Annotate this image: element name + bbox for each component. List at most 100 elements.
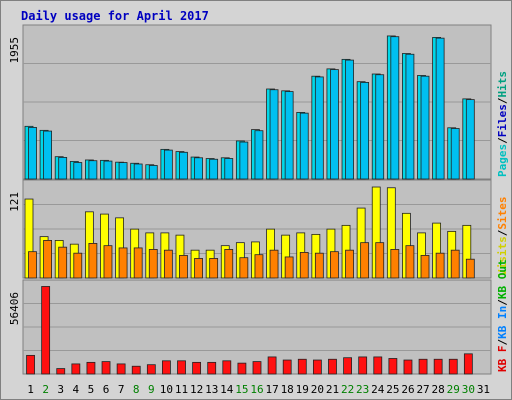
panel-top-bar xyxy=(133,163,143,180)
x-tick-label: 12 xyxy=(190,383,203,396)
x-tick-label: 31 xyxy=(477,383,490,396)
legend-entry: KB Out xyxy=(496,259,509,299)
panel-mid-bar xyxy=(314,252,324,279)
legend-entry: KB In xyxy=(496,306,509,339)
panel-bottom-bar xyxy=(328,358,337,375)
panel-mid-bar xyxy=(345,249,354,279)
panel-bottom-bar xyxy=(267,356,277,375)
panel-top-bar xyxy=(43,130,52,180)
legend-entry: / xyxy=(496,229,509,236)
x-tick-label: 14 xyxy=(220,383,234,396)
panel-top-legend: Pages/Files/Hits xyxy=(496,71,509,177)
panel-mid-bar xyxy=(254,254,264,279)
panel-top-bar xyxy=(284,91,294,180)
panel-bottom-bar xyxy=(26,354,35,375)
x-tick-label: 1 xyxy=(27,383,34,396)
panel-bottom-bar xyxy=(192,361,202,375)
panel-mid-bar xyxy=(360,242,370,279)
x-tick-label: 2 xyxy=(42,383,49,396)
panel-top-bar xyxy=(118,162,128,180)
panel-bottom-bar xyxy=(86,361,96,375)
x-tick-label: 30 xyxy=(462,383,475,396)
panel-bottom-bar xyxy=(41,286,51,375)
legend-entry: Sites xyxy=(496,197,509,230)
x-tick-label: 6 xyxy=(103,383,110,396)
panel-mid-bar xyxy=(390,249,400,279)
panel-top-bar xyxy=(299,112,309,180)
x-tick-label: 20 xyxy=(311,383,324,396)
panel-top-bar xyxy=(465,99,475,180)
panel-top-bar xyxy=(314,76,324,180)
panel-bottom-bar xyxy=(252,361,262,375)
panel-mid-bar xyxy=(118,247,128,279)
panel-top-bar xyxy=(435,37,445,180)
legend-entry: / xyxy=(496,137,509,144)
panel-bottom-bar xyxy=(388,358,398,375)
panel-top-bar xyxy=(345,59,354,180)
panel-top-bar xyxy=(269,89,279,180)
panel-mid-bar xyxy=(28,251,37,279)
x-tick-label: 13 xyxy=(205,383,218,396)
x-tick-label: 18 xyxy=(281,383,294,396)
panel-top-bar xyxy=(209,158,219,180)
panel-bottom-bar xyxy=(373,356,383,375)
panel-mid-legend: Visits/Sites xyxy=(496,197,509,277)
panel-top-ymax-label: 1955 xyxy=(8,37,21,64)
panel-top-bar xyxy=(88,160,98,180)
x-tick-label: 25 xyxy=(386,383,399,396)
panel-top-bar xyxy=(450,128,460,180)
panel-mid-bar xyxy=(465,258,475,279)
panel-bottom-bar xyxy=(448,358,458,375)
panel-mid-bar xyxy=(163,249,173,279)
panel-bottom-bar xyxy=(162,360,171,375)
panel-mid-bar xyxy=(420,255,430,279)
panel-bottom-bar xyxy=(116,363,126,375)
panel-top-bar xyxy=(254,130,264,180)
panel-mid-bar xyxy=(330,251,339,279)
panel-top-bar xyxy=(224,158,234,180)
panel-mid-bar xyxy=(284,256,294,279)
x-tick-label: 21 xyxy=(326,383,339,396)
panel-mid-bar xyxy=(375,242,385,279)
panel-bottom-bar xyxy=(131,365,141,375)
legend-entry: Hits xyxy=(496,71,509,98)
panel-mid-bar xyxy=(194,258,203,279)
legend-entry: / xyxy=(496,97,509,104)
panel-top-bar xyxy=(420,75,430,180)
x-tick-label: 27 xyxy=(416,383,429,396)
panel-mid-ymax-label: 121 xyxy=(8,192,21,212)
x-tick-label: 23 xyxy=(356,383,369,396)
panel-bottom-bar xyxy=(101,361,111,375)
panel-top-bar xyxy=(148,165,158,180)
panel-bottom-bar xyxy=(358,356,368,375)
panel-mid-bar xyxy=(179,255,188,279)
x-tick-label: 11 xyxy=(175,383,188,396)
panel-top-bar xyxy=(330,69,339,180)
panel-top-bar xyxy=(194,157,203,180)
panel-top-bar xyxy=(58,157,68,180)
panel-mid-bar xyxy=(450,249,460,279)
legend-entry: / xyxy=(496,299,509,306)
panel-bottom-bar xyxy=(418,358,428,375)
panel-top-bar xyxy=(163,149,173,180)
x-tick-label: 8 xyxy=(133,383,140,396)
panel-mid-bar xyxy=(224,249,234,279)
panel-bottom-bar xyxy=(56,368,66,375)
panel-bottom-bar xyxy=(71,363,81,375)
panel-mid-bar xyxy=(58,246,68,279)
panel-bottom-bar xyxy=(146,364,156,375)
panel-top-bar xyxy=(375,74,385,180)
x-tick-label: 3 xyxy=(57,383,64,396)
panel-top-bar xyxy=(239,141,249,180)
panel-mid-bar xyxy=(269,249,279,279)
panel-top-bar xyxy=(179,151,188,180)
panel-bottom-bar xyxy=(177,360,186,375)
panel-mid-bar xyxy=(88,243,98,279)
panel-top-bar xyxy=(390,36,400,180)
panel-bottom-bar xyxy=(297,358,307,375)
x-tick-label: 10 xyxy=(160,383,173,396)
panel-mid-bar xyxy=(209,258,219,279)
panel-mid-bar xyxy=(239,257,249,279)
panel-top-bar xyxy=(405,53,415,180)
